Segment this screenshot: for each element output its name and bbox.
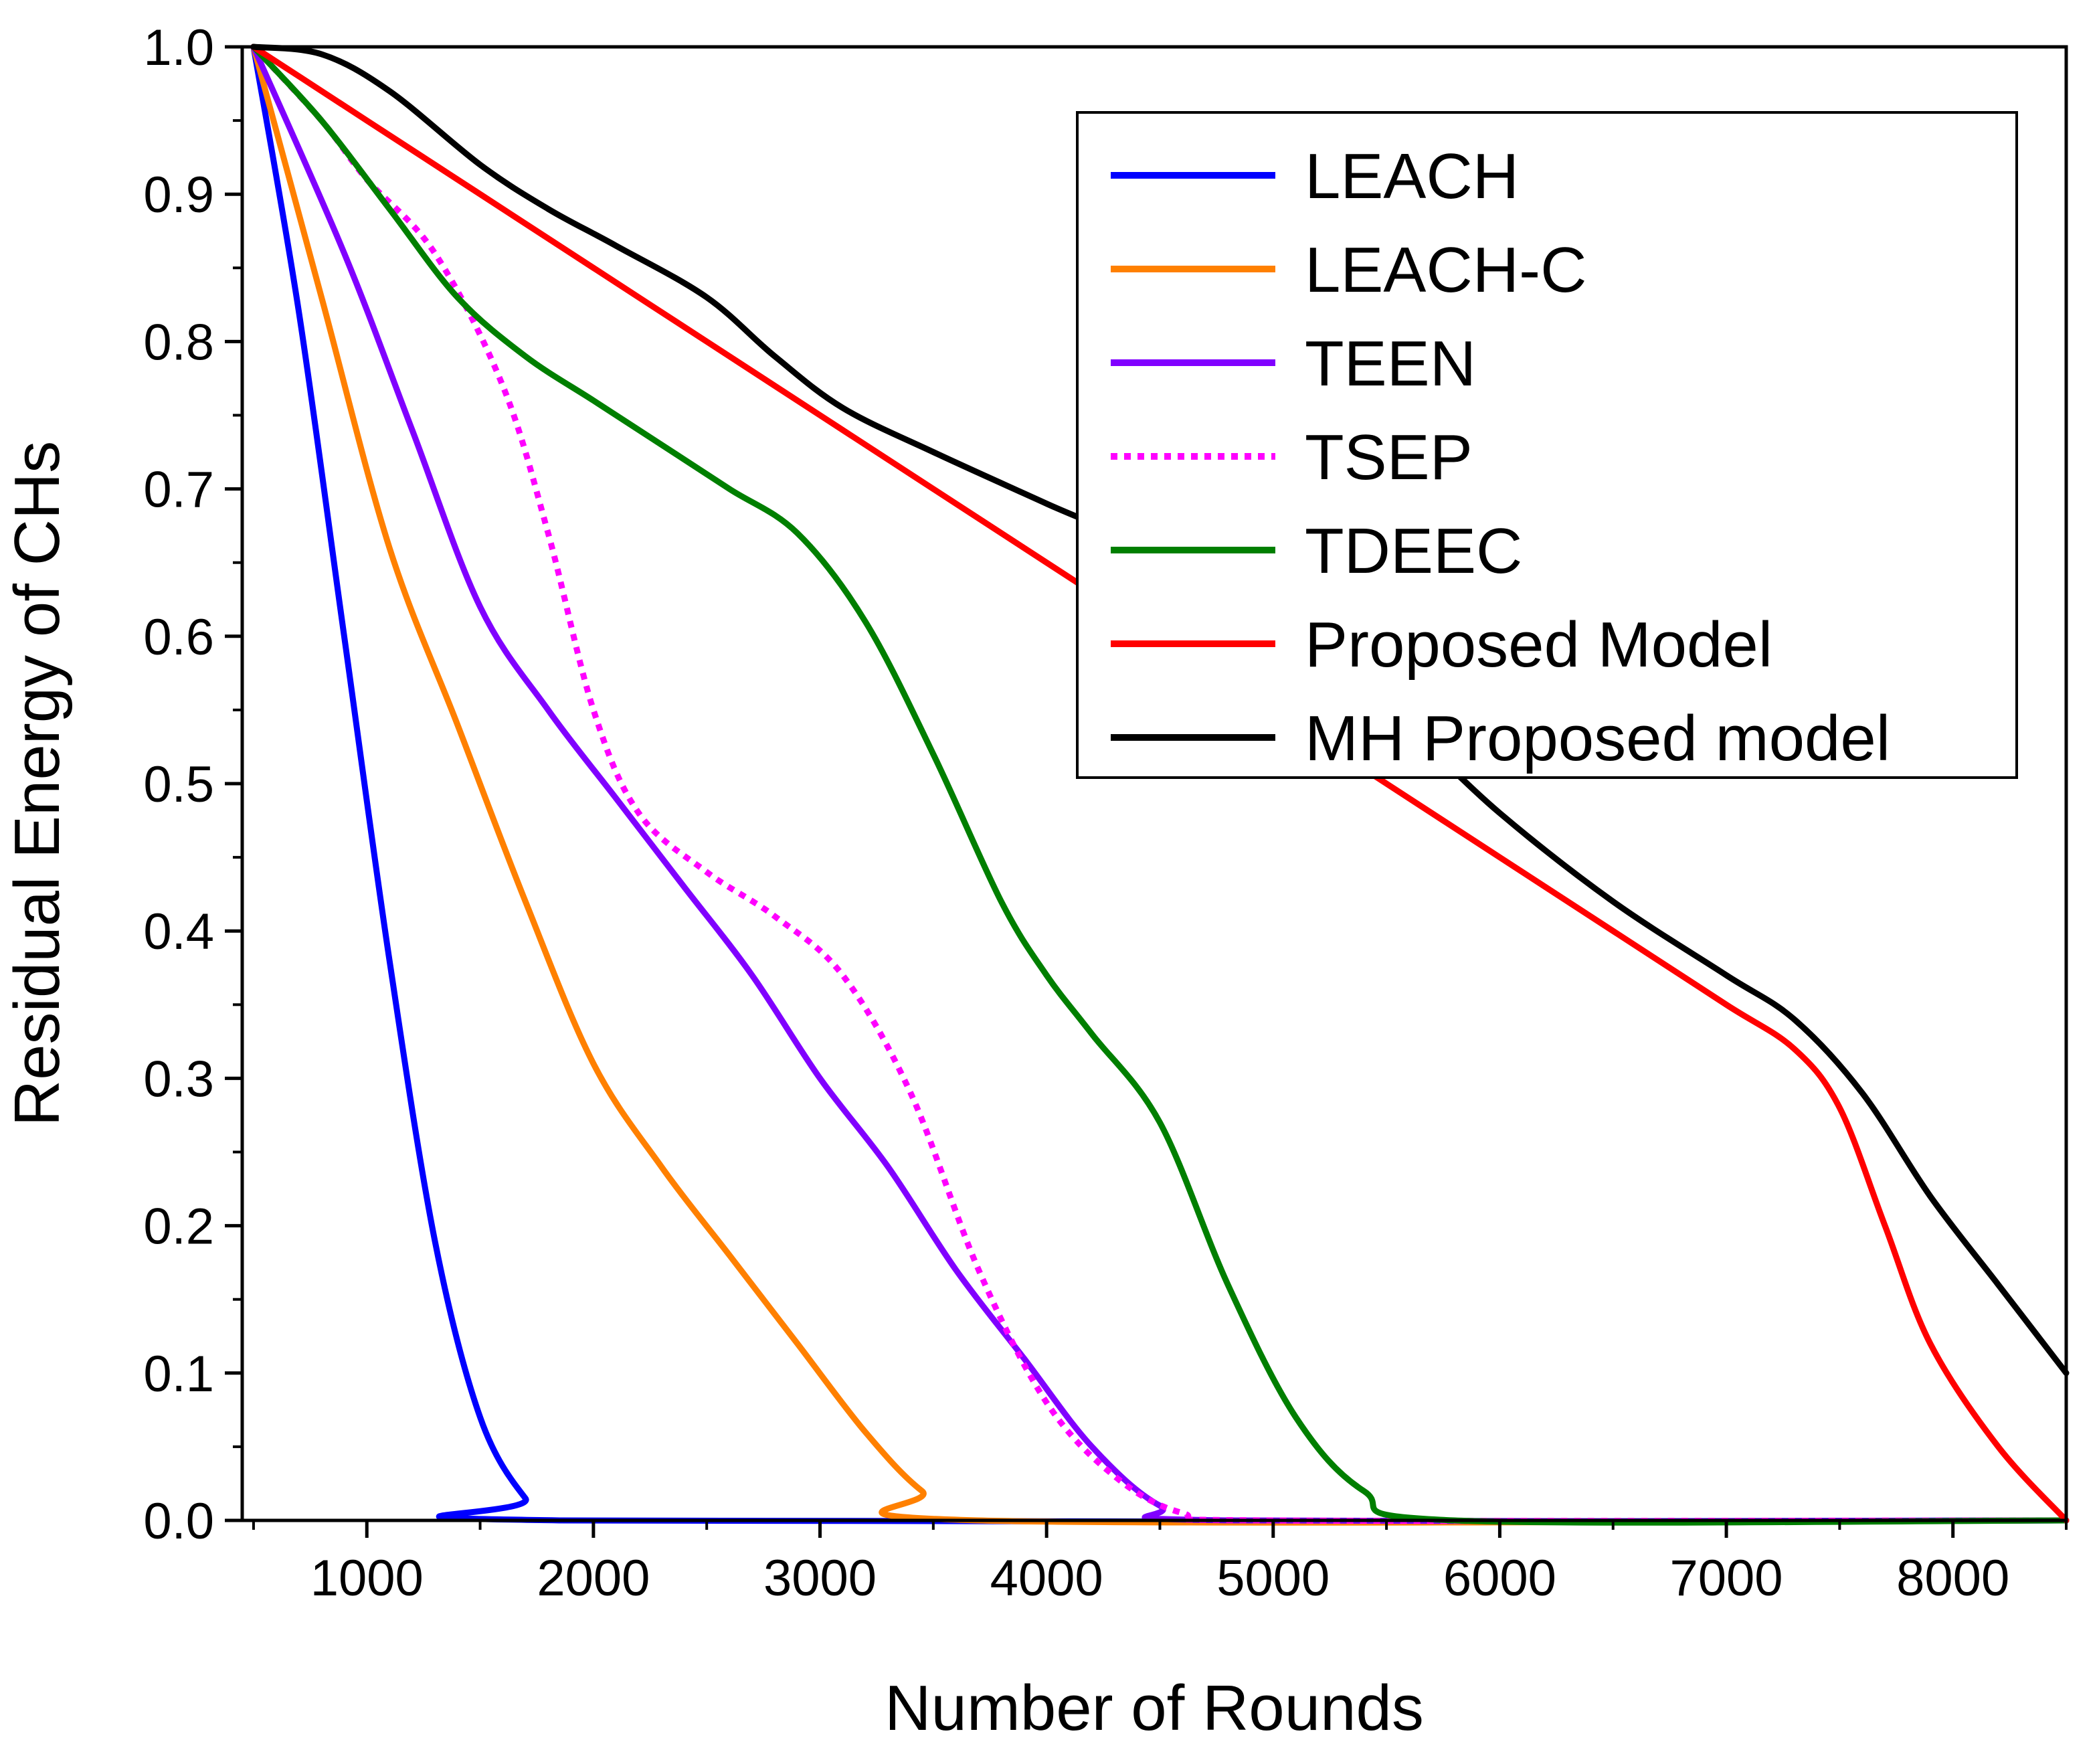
- legend-label: MH Proposed model: [1305, 703, 1890, 774]
- legend-box: [1076, 111, 2018, 779]
- series-line-tdeec: [250, 43, 2070, 1526]
- y-tick-label: 1.0: [143, 19, 214, 76]
- y-tick-label: 0.0: [143, 1493, 214, 1550]
- x-tick-label: 2000: [537, 1550, 650, 1607]
- y-tick-label: 0.7: [143, 462, 214, 519]
- y-tick-label: 0.5: [143, 756, 214, 813]
- y-tick-label: 0.2: [143, 1199, 214, 1255]
- legend-label: LEACH: [1305, 141, 1519, 212]
- legend-label: LEACH-C: [1305, 234, 1586, 306]
- legend-label: TDEEC: [1305, 515, 1522, 587]
- y-tick-label: 0.8: [143, 314, 214, 371]
- y-tick-label: 0.9: [143, 167, 214, 224]
- series-line-teen: [250, 43, 2070, 1525]
- ticks-layer: 0.0 0.1 0.2 0.3 0.4 0.5 0.6 0.7 0.8 0.9 1.0 1000 200…: [143, 19, 2068, 1607]
- x-tick-label: 7000: [1670, 1550, 1783, 1607]
- x-tick-label: 3000: [763, 1550, 877, 1607]
- x-tick-label: 6000: [1443, 1550, 1556, 1607]
- y-tick-label: 0.6: [143, 609, 214, 666]
- y-tick-label: 0.1: [143, 1346, 214, 1403]
- series-layer: [250, 43, 2070, 1526]
- y-axis-title: Residual Energy of CHs: [1, 441, 73, 1126]
- x-tick-label: 8000: [1896, 1550, 2009, 1607]
- legend-label: TSEP: [1305, 422, 1473, 493]
- x-tick-label: 1000: [310, 1550, 424, 1607]
- y-tick-label: 0.4: [143, 903, 214, 960]
- x-axis-title: Number of Rounds: [885, 1672, 1424, 1744]
- series-line-tsep: [251, 44, 2067, 1524]
- legend-label: TEEN: [1305, 328, 1476, 400]
- y-tick-label: 0.3: [143, 1051, 214, 1108]
- x-tick-label: 5000: [1216, 1550, 1330, 1607]
- legend-label: Proposed Model: [1305, 609, 1772, 681]
- x-tick-label: 4000: [990, 1550, 1103, 1607]
- legend: LEACH LEACH-C TEEN TSEP TDEEC Proposed Model M…: [1076, 111, 2018, 779]
